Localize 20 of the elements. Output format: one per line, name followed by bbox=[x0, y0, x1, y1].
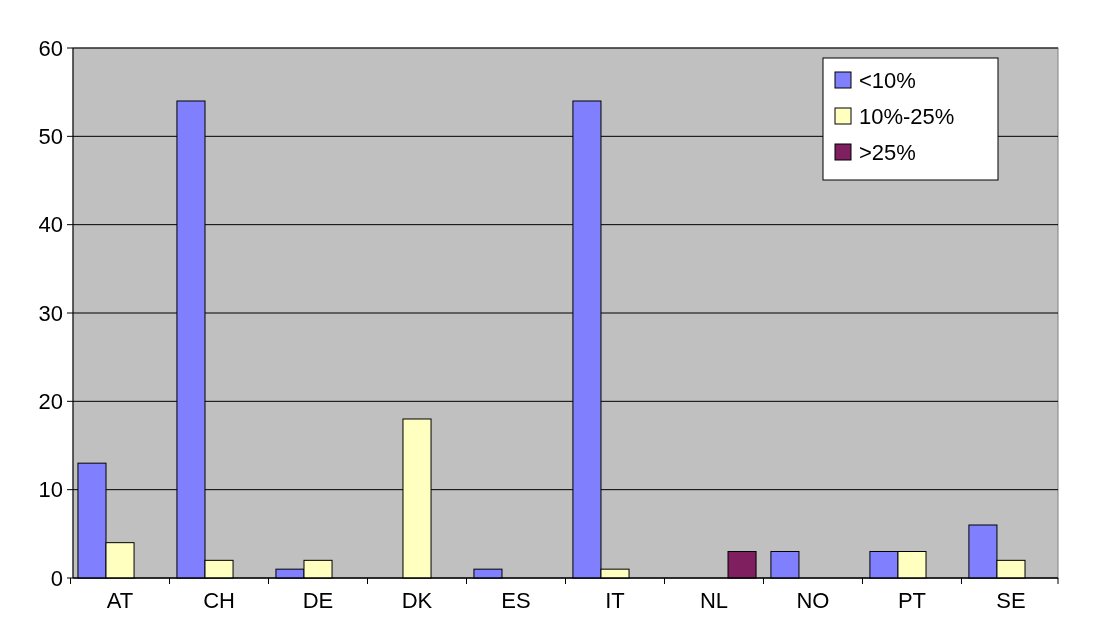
y-tick-label: 0 bbox=[50, 565, 63, 591]
y-tick-label: 10 bbox=[38, 477, 63, 503]
y-tick-label: 50 bbox=[38, 124, 63, 150]
x-tick-label: IT bbox=[605, 588, 625, 613]
x-tick-label: DK bbox=[401, 588, 433, 613]
x-tick-label: CH bbox=[203, 588, 235, 613]
legend-label: >25% bbox=[859, 139, 916, 165]
x-tick-label: ES bbox=[501, 588, 531, 613]
legend-label: <10% bbox=[859, 67, 916, 93]
x-tick-label: NL bbox=[699, 588, 729, 613]
y-tick-label: 20 bbox=[38, 389, 63, 415]
legend-label: 10%-25% bbox=[859, 103, 955, 129]
y-tick-label: 40 bbox=[38, 212, 63, 238]
x-tick-label: NO bbox=[796, 588, 830, 613]
y-tick-label: 30 bbox=[38, 300, 63, 326]
x-tick-label: DE bbox=[302, 588, 334, 613]
y-tick-label: 60 bbox=[38, 35, 63, 61]
x-tick-label: PT bbox=[897, 588, 927, 613]
x-tick-label: SE bbox=[996, 588, 1026, 613]
x-tick-label: AT bbox=[106, 588, 134, 613]
